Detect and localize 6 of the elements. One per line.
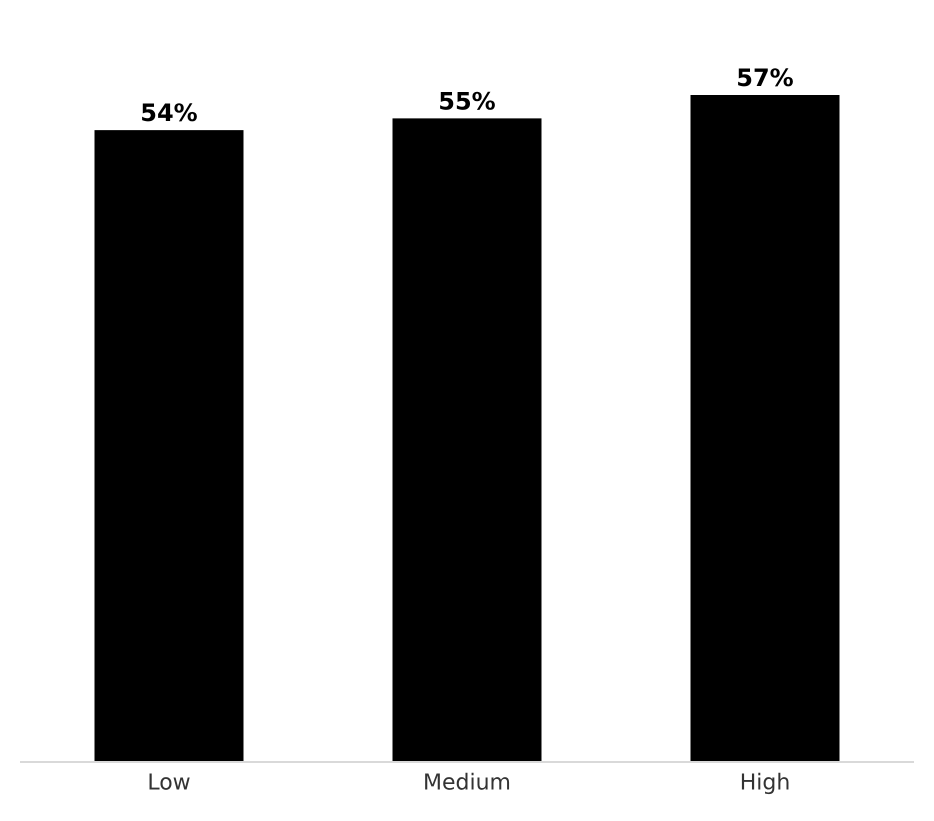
data-label: 57% — [736, 64, 794, 92]
x-tick-label: Medium — [423, 770, 511, 796]
data-label: 55% — [438, 87, 496, 116]
x-tick-label: Low — [147, 770, 191, 796]
x-tick-label: High — [740, 770, 790, 796]
data-label: 54% — [140, 99, 198, 128]
